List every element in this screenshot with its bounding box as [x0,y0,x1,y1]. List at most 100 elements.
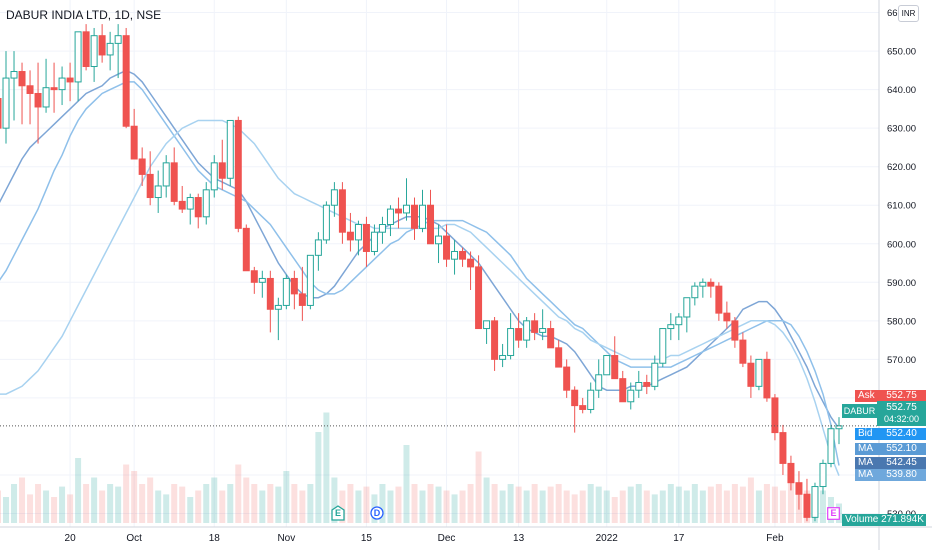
candle [587,382,595,414]
candle [338,182,346,244]
candle-body [66,77,74,83]
candle-body [427,204,435,245]
volume-bar [707,486,714,523]
volume-bar [611,497,618,523]
volume-bar [395,486,402,523]
candle [723,301,731,329]
candle [595,359,603,398]
candle [579,397,587,414]
candle-body [290,277,298,295]
price-tick-label: 640.00 [887,85,916,96]
candle-body [10,71,18,79]
candle-body [467,258,475,268]
candle-body [539,328,547,333]
volume-bar [3,497,10,523]
candle-body [715,285,723,314]
candle [835,417,843,445]
upcoming-earnings-marker[interactable]: E [827,507,840,520]
ma2-label: MA [858,457,873,468]
symbol-price-box: 552.75 04:32:00 [877,401,926,426]
volume-bar [515,486,522,523]
candle-body [419,204,427,229]
volume-bar [35,484,42,523]
ma2-series-line [0,81,840,466]
candle-body [531,320,539,333]
volume-bars [0,412,842,523]
candle-body [138,158,146,175]
time-tick-label: 2022 [596,533,619,544]
candle [499,343,507,368]
volume-bar [139,484,146,523]
candle [619,370,627,403]
candle [282,274,290,310]
ask-label: Ask [858,390,875,401]
candle-body [178,200,186,210]
dividend-event-marker[interactable]: D [370,506,384,520]
volume-bar [75,458,82,523]
candle [491,316,499,371]
candle-body [819,462,827,488]
volume-bar [299,490,306,523]
volume-bar [723,490,730,523]
candle [10,51,18,121]
currency-badge[interactable]: INR [898,5,919,22]
candle-body [322,204,330,241]
candle [378,216,386,244]
candle-body [98,35,106,56]
candle [507,313,515,360]
candle [370,224,378,256]
candle [122,27,130,129]
volume-bar [651,494,658,523]
candle [106,31,114,71]
candle-body [651,362,659,387]
candle [483,320,491,344]
dividend-circle-icon [370,506,384,520]
candle-body [459,250,467,260]
candle-body [755,358,763,387]
candle-body [2,77,10,129]
candle [651,355,659,391]
volume-bar [619,490,626,523]
volume-bar [363,486,370,523]
volume-bar [459,490,466,523]
candle-body [234,119,242,229]
volume-tag: Volume 271.894K [842,514,926,526]
candle-body [282,277,290,306]
candle [178,185,186,213]
candle-body [394,208,402,214]
candle-body [258,277,266,283]
earnings-event-marker[interactable]: E [331,505,345,521]
price-candles [0,24,843,522]
candle [394,197,402,229]
volume-bar [699,490,706,523]
candle [435,224,443,264]
volume-bar [659,490,666,523]
bid-label: Bid [858,428,873,439]
upcoming-earnings-letter: E [830,508,837,518]
candle [202,182,210,225]
candle [763,351,771,402]
volume-bar [547,486,554,523]
candle [779,424,787,475]
candle-body [170,162,178,202]
volume-bar [83,484,90,523]
candle-body [26,85,34,94]
time-axis[interactable]: 20 Oct 18 Nov 15 Dec 13 2022 17 Feb [65,533,784,544]
candle [98,24,106,63]
volume-bar [683,490,690,523]
candle [218,139,226,190]
volume-bar [43,490,50,523]
last-price: 552.75 [886,402,917,413]
volume-bar [219,490,226,523]
candle-body [114,35,122,44]
candle-body [250,270,258,283]
candle-body [0,97,2,129]
candle-body [563,366,571,391]
volume-bar [467,484,474,523]
candle-body [619,378,627,403]
volume-bar [251,484,258,523]
candle-body [146,173,154,199]
candle [154,170,162,213]
volume-bar [259,490,266,523]
